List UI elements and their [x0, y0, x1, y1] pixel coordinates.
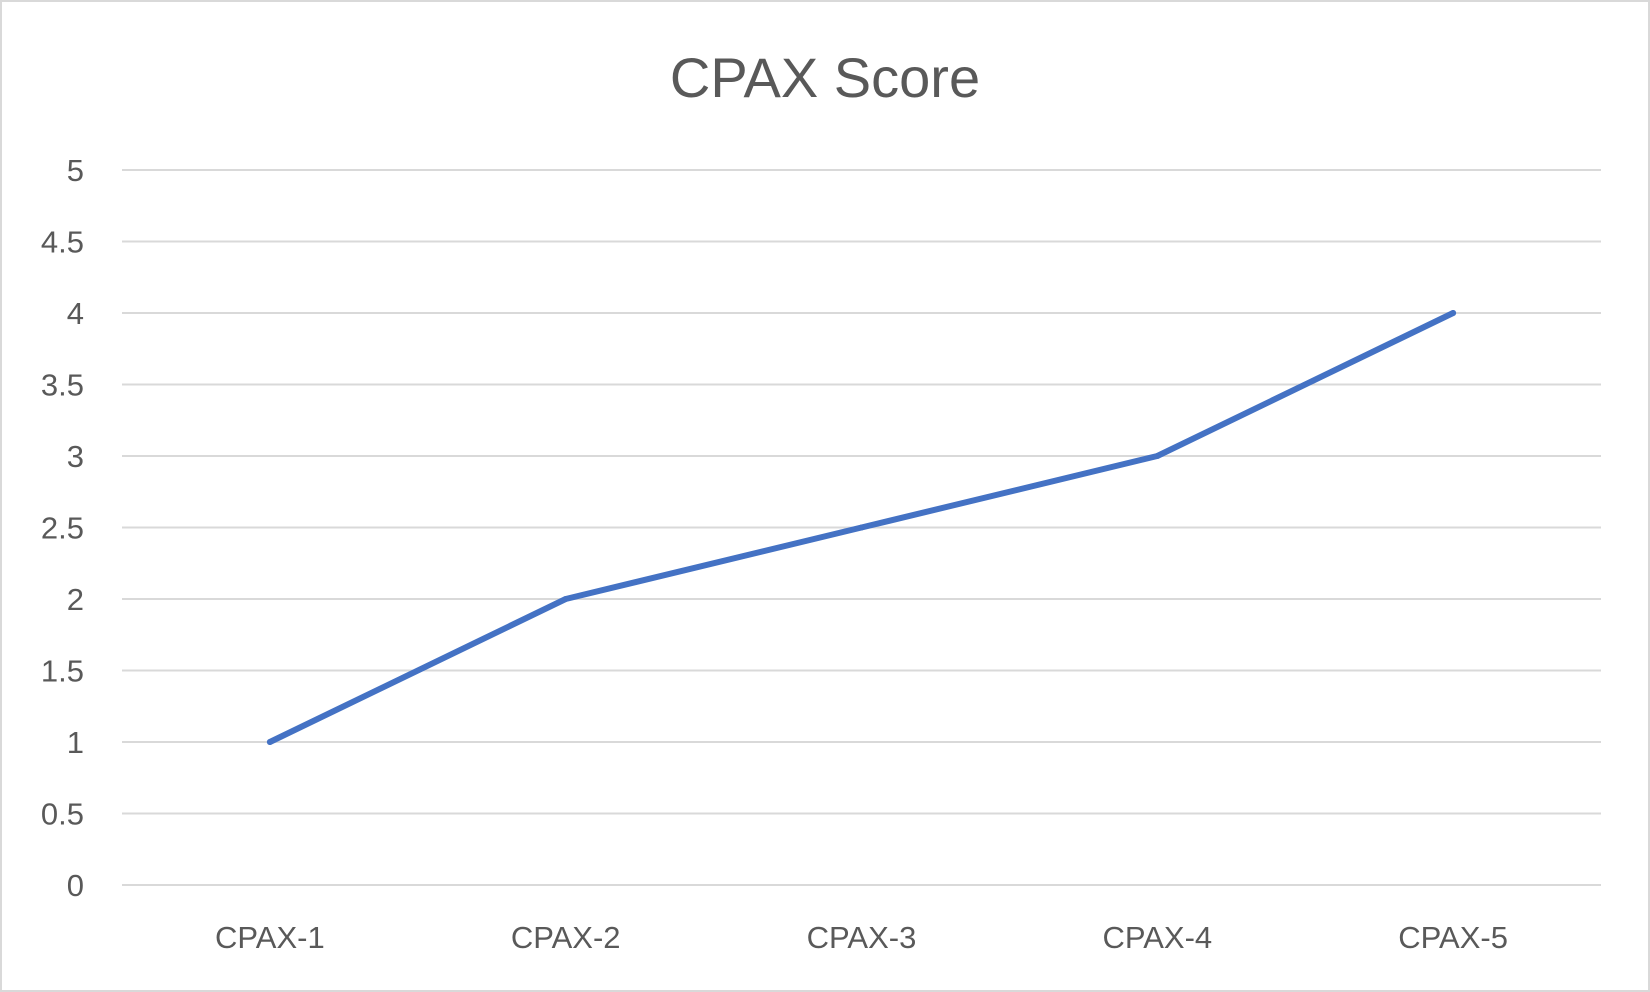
y-tick-label: 2 — [67, 582, 84, 617]
x-tick-label: CPAX-2 — [511, 920, 621, 955]
y-axis-ticks: 0 0.5 1 1.5 2 2.5 3 3.5 4 4.5 5 — [41, 153, 84, 903]
data-point — [562, 596, 569, 602]
y-tick-label: 2.5 — [41, 511, 84, 546]
y-tick-label: 3 — [67, 439, 84, 474]
x-tick-label: CPAX-5 — [1398, 920, 1508, 955]
y-tick-label: 4.5 — [41, 225, 84, 260]
data-point — [266, 739, 273, 745]
y-tick-label: 5 — [67, 153, 84, 188]
x-axis-ticks: CPAX-1 CPAX-2 CPAX-3 CPAX-4 CPAX-5 — [215, 920, 1508, 955]
x-tick-label: CPAX-3 — [807, 920, 917, 955]
y-tick-label: 0 — [67, 868, 84, 903]
x-tick-label: CPAX-4 — [1102, 920, 1212, 955]
y-tick-label: 0.5 — [41, 797, 84, 832]
series-layer — [266, 310, 1457, 745]
data-point — [858, 524, 865, 531]
x-tick-label: CPAX-1 — [215, 920, 325, 955]
chart-title: CPAX Score — [670, 46, 980, 109]
y-tick-label: 4 — [67, 296, 84, 331]
y-tick-label: 3.5 — [41, 368, 84, 403]
data-point — [1450, 310, 1457, 316]
y-tick-label: 1.5 — [41, 654, 84, 689]
data-point — [1154, 453, 1161, 459]
y-tick-label: 1 — [67, 725, 84, 760]
